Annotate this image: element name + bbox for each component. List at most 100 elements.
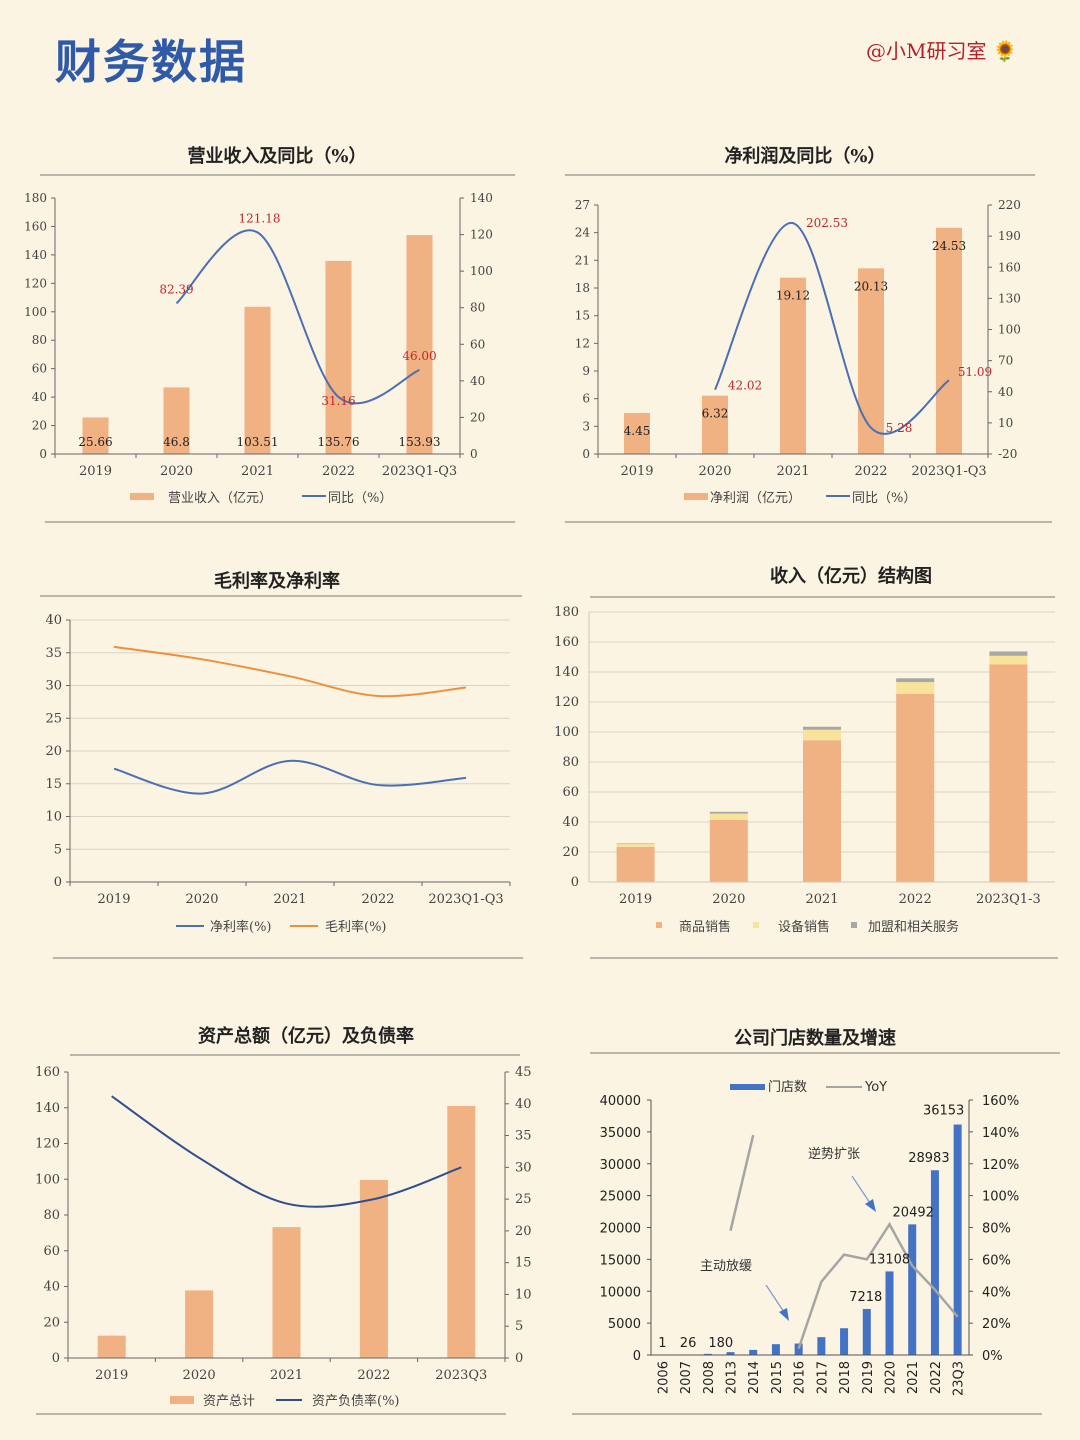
x-tick-label: 2021 — [270, 1368, 303, 1383]
legend-label-equipment: 设备销售 — [778, 919, 830, 935]
x-tick-label: 2019 — [95, 1368, 128, 1383]
y-tick-label-left: 15 — [575, 309, 590, 323]
store-count-bar — [840, 1328, 849, 1355]
x-tick-label: 2020 — [185, 892, 218, 907]
margin-chart: 毛利率及净利率 0 5 10 15 20 25 30 35 40 2019 2020 2021 2022… — [40, 570, 523, 959]
y-tick-label-left: 0 — [39, 447, 47, 461]
yoy-line — [175, 229, 420, 405]
y-tick-label-left: 21 — [575, 253, 590, 267]
legend-swatch-revenue — [130, 493, 154, 500]
yoy-value-label: 51.09 — [958, 365, 992, 379]
legend-label-goods: 商品销售 — [679, 919, 731, 935]
y-tick-label-right: 10 — [515, 1287, 532, 1302]
store-count-bar — [749, 1349, 758, 1355]
legend-swatch-assets — [170, 1396, 194, 1404]
y-tick-label-right: 20% — [982, 1317, 1011, 1332]
legend: 商品销售 设备销售 加盟和相关服务 — [656, 919, 959, 935]
y-tick-label-left: 60 — [32, 362, 47, 376]
revenue-bar — [244, 306, 271, 454]
x-tick-label: 2007 — [679, 1361, 694, 1394]
y-tick-label: 100 — [554, 725, 579, 740]
y-tick-label-left: 15 — [45, 777, 62, 792]
y-tick-label-right: 100% — [982, 1190, 1019, 1205]
revenue-bar — [163, 387, 190, 454]
y-tick-label-left: 100 — [24, 305, 47, 319]
store-count-bar — [908, 1224, 917, 1355]
y-tick-label-left: 24 — [575, 226, 591, 240]
equipment-sales-bar — [989, 655, 1028, 665]
x-tick-label: 2021 — [805, 892, 838, 907]
store-count-bar — [953, 1124, 962, 1355]
structure-chart: 收入（亿元）结构图 0 20 40 60 80 100 120 140 160 180 2019 20… — [554, 565, 1058, 959]
y-tick-label-left: 120 — [24, 276, 47, 290]
bar-value-label: 4.45 — [624, 424, 651, 438]
y-tick-label-left: 60 — [43, 1244, 60, 1259]
revenue-chart-title: 营业收入及同比（%） — [187, 145, 366, 167]
goods-sales-bar — [896, 693, 935, 882]
margin-chart-title: 毛利率及净利率 — [214, 570, 340, 592]
y-tick-label-left: 9 — [582, 364, 590, 378]
yoy-value-label: 31.16 — [321, 394, 355, 408]
bar-value-label: 24.53 — [932, 239, 966, 253]
bar-value-label: 20.13 — [854, 279, 888, 293]
x-tick-label: 2021 — [241, 464, 274, 479]
y-tick-label-left: 40 — [43, 1280, 60, 1295]
profit-bar — [858, 268, 884, 454]
x-tick-label: 2008 — [702, 1361, 717, 1394]
revenue-bar — [82, 417, 109, 454]
y-tick-label-right: 40 — [515, 1097, 532, 1112]
total-assets-bar — [272, 1227, 301, 1358]
legend-label-yoy: 同比（%） — [852, 491, 916, 506]
equipment-sales-bar — [616, 844, 655, 847]
store-count-label: 36153 — [923, 1104, 964, 1119]
y-tick-label-left: 25000 — [600, 1190, 641, 1205]
x-tick-label: 2019 — [79, 464, 112, 479]
annotation-slowdown-arrow — [765, 1284, 785, 1313]
store-count-label: 26 — [680, 1336, 697, 1351]
profit-bar — [780, 277, 806, 454]
y-tick-label: 180 — [554, 605, 579, 620]
y-tick-label: 160 — [554, 635, 579, 650]
gross-margin-line — [113, 645, 467, 698]
yoy-line — [714, 222, 950, 435]
assets-chart-title: 资产总额（亿元）及负债率 — [198, 1025, 414, 1047]
x-tick-label: 2022 — [854, 464, 887, 479]
y-tick-label-left: 0 — [54, 875, 62, 890]
y-tick-label-right: 15 — [515, 1256, 532, 1271]
x-tick-label: 2016 — [793, 1361, 808, 1394]
y-tick-label-left: 20 — [43, 1315, 60, 1330]
x-tick-label: 2019 — [619, 892, 652, 907]
y-tick-label-left: 6 — [582, 392, 590, 406]
y-tick-label-right: 80 — [470, 301, 485, 315]
assets-chart: 资产总额（亿元）及负债率 0 20 40 60 80 100 120 140 160 0 5 10 15… — [35, 1025, 532, 1415]
y-tick-label-right: 140% — [982, 1126, 1019, 1141]
store-count-bar — [771, 1344, 780, 1355]
yoy-value-label: 82.39 — [159, 282, 193, 296]
y-tick-label: 20 — [562, 845, 579, 860]
x-tick-label: 2020 — [884, 1361, 899, 1394]
legend-swatch-goods — [656, 922, 662, 928]
yoy-value-label: 202.53 — [806, 216, 848, 230]
x-tick-label: 2022 — [361, 892, 394, 907]
franchise-service-bar — [709, 811, 748, 814]
arrowhead-icon — [865, 1199, 876, 1212]
y-tick-label-right: 70 — [998, 354, 1013, 368]
structure-chart-title: 收入（亿元）结构图 — [770, 565, 932, 587]
x-tick-label: 2020 — [698, 464, 731, 479]
y-tick-label-left: 20 — [45, 744, 62, 759]
legend-label-yoy: 同比（%） — [328, 491, 392, 506]
bar-value-label: 135.76 — [318, 435, 360, 449]
equipment-sales-bar — [803, 729, 841, 741]
legend: 营业收入（亿元） 同比（%） — [130, 491, 392, 506]
y-tick-label-left: 160 — [24, 219, 47, 233]
profit-bar — [624, 412, 650, 454]
legend: 净利率(%) 毛利率(%) — [176, 919, 387, 935]
y-tick-label: 40 — [562, 815, 579, 830]
equipment-sales-bar — [709, 813, 748, 820]
profit-bar — [936, 227, 962, 454]
y-tick-label-left: 10000 — [600, 1285, 641, 1300]
legend-label-assets: 资产总计 — [203, 1394, 255, 1409]
x-tick-label: 2023Q1-3 — [976, 892, 1041, 907]
y-tick-label-left: 35000 — [600, 1126, 641, 1141]
y-tick-label-right: 20 — [515, 1224, 532, 1239]
